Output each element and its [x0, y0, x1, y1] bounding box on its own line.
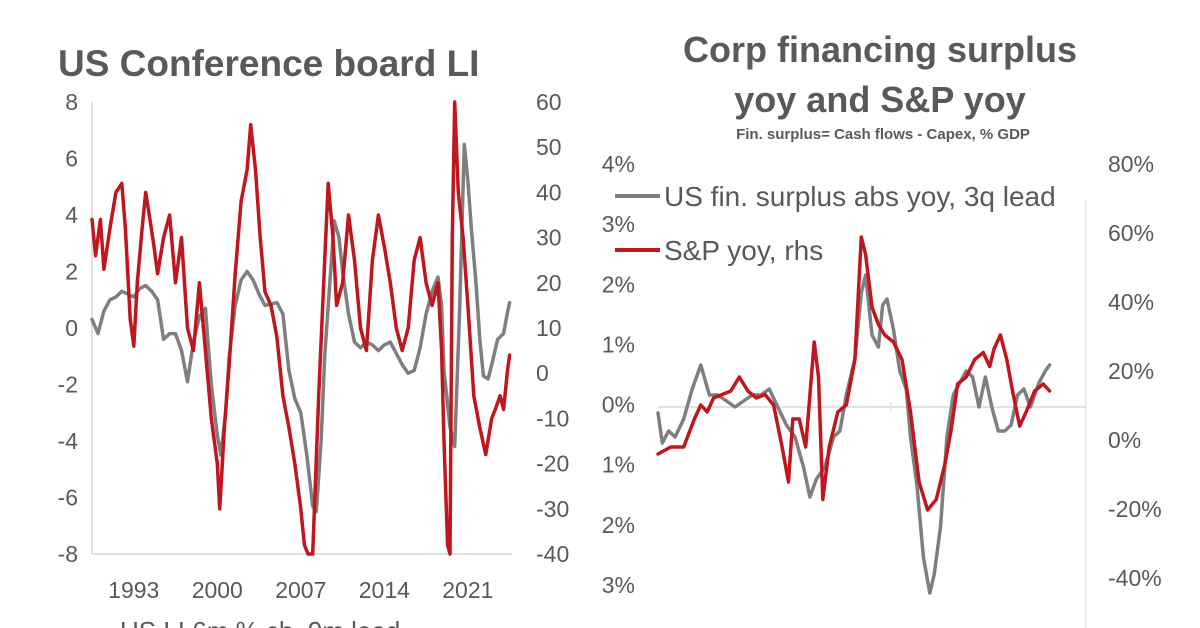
left-y-tick-7: 3%: [602, 572, 635, 598]
right-y-tick-7: -10: [536, 405, 569, 431]
left-y-tick-7: -6: [58, 485, 78, 511]
left-y-ticks: 4% 3% 2% 1% 0% 1% 2% 3%: [602, 151, 635, 598]
x-tick-2: 2007: [275, 577, 326, 603]
left-y-tick-1: 6: [65, 146, 78, 172]
left-y-tick-4: 0: [65, 315, 78, 341]
series-group: [656, 235, 1052, 595]
series-group: [90, 100, 512, 556]
left-y-tick-5: -2: [58, 372, 78, 398]
left-y-tick-0: 4%: [602, 151, 635, 177]
right-y-tick-6: -40%: [1108, 565, 1162, 591]
left-y-tick-1: 3%: [602, 211, 635, 237]
right-y-ticks: 80% 60% 40% 20% 0% -20% -40%: [1108, 151, 1162, 591]
right-chart-title-line-1: Corp financing surplus: [683, 29, 1077, 70]
x-tick-0: 1993: [108, 577, 159, 603]
series-line-red: [656, 235, 1052, 512]
x-ticks: 1993 2000 2007 2014 2021: [108, 577, 493, 603]
right-y-tick-6: 0: [536, 360, 549, 386]
left-y-tick-3: 2: [65, 259, 78, 285]
right-chart-title-line-2: yoy and S&P yoy: [734, 79, 1025, 120]
right-chart-subtitle: Fin. surplus= Cash flows - Capex, % GDP: [736, 126, 1030, 143]
right-y-tick-0: 80%: [1108, 151, 1154, 177]
left-y-tick-2: 2%: [602, 271, 635, 297]
x-tick-1: 2000: [192, 577, 243, 603]
right-y-tick-5: -20%: [1108, 496, 1162, 522]
right-y-tick-9: -30: [536, 496, 569, 522]
left-y-tick-2: 4: [65, 202, 78, 228]
right-y-ticks: 60 50 40 30 20 10 0 -10 -20 -30 -40: [536, 89, 569, 567]
legend: US fin. surplus abs yoy, 3q lead S&P yoy…: [615, 181, 1056, 266]
left-chart-x-axis-label: US LI 6m % ch, 9m lead: [120, 616, 400, 628]
left-chart-title: US Conference board LI: [58, 43, 479, 84]
x-tick-4: 2021: [442, 577, 493, 603]
right-y-tick-0: 60: [536, 89, 562, 115]
right-y-tick-2: 40: [536, 179, 562, 205]
right-y-tick-4: 0%: [1108, 427, 1141, 453]
right-y-tick-5: 10: [536, 315, 562, 341]
series-line-red: [90, 100, 512, 556]
legend-item-sp-yoy: S&P yoy, rhs: [664, 235, 823, 266]
right-y-tick-8: -20: [536, 451, 569, 477]
x-tick-3: 2014: [359, 577, 410, 603]
left-y-tick-5: 1%: [602, 452, 635, 478]
left-y-tick-8: -8: [58, 541, 78, 567]
left-y-tick-0: 8: [65, 89, 78, 115]
right-y-tick-3: 20%: [1108, 358, 1154, 384]
series-line-grey: [90, 142, 512, 514]
right-y-tick-10: -40: [536, 541, 569, 567]
left-y-tick-3: 1%: [602, 331, 635, 357]
right-y-tick-3: 30: [536, 225, 562, 251]
left-y-ticks: 8 6 4 2 0 -2 -4 -6 -8: [58, 89, 79, 567]
left-y-tick-6: 2%: [602, 512, 635, 538]
legend-item-fin-surplus: US fin. surplus abs yoy, 3q lead: [664, 181, 1056, 212]
left-y-tick-6: -4: [58, 428, 79, 454]
right-chart: Corp financing surplus yoy and S&P yoy F…: [602, 29, 1162, 628]
right-y-tick-2: 40%: [1108, 289, 1154, 315]
right-y-tick-4: 20: [536, 270, 562, 296]
series-line-grey: [656, 273, 1052, 595]
left-y-tick-4: 0%: [602, 392, 635, 418]
right-y-tick-1: 60%: [1108, 220, 1154, 246]
right-y-tick-1: 50: [536, 134, 562, 160]
